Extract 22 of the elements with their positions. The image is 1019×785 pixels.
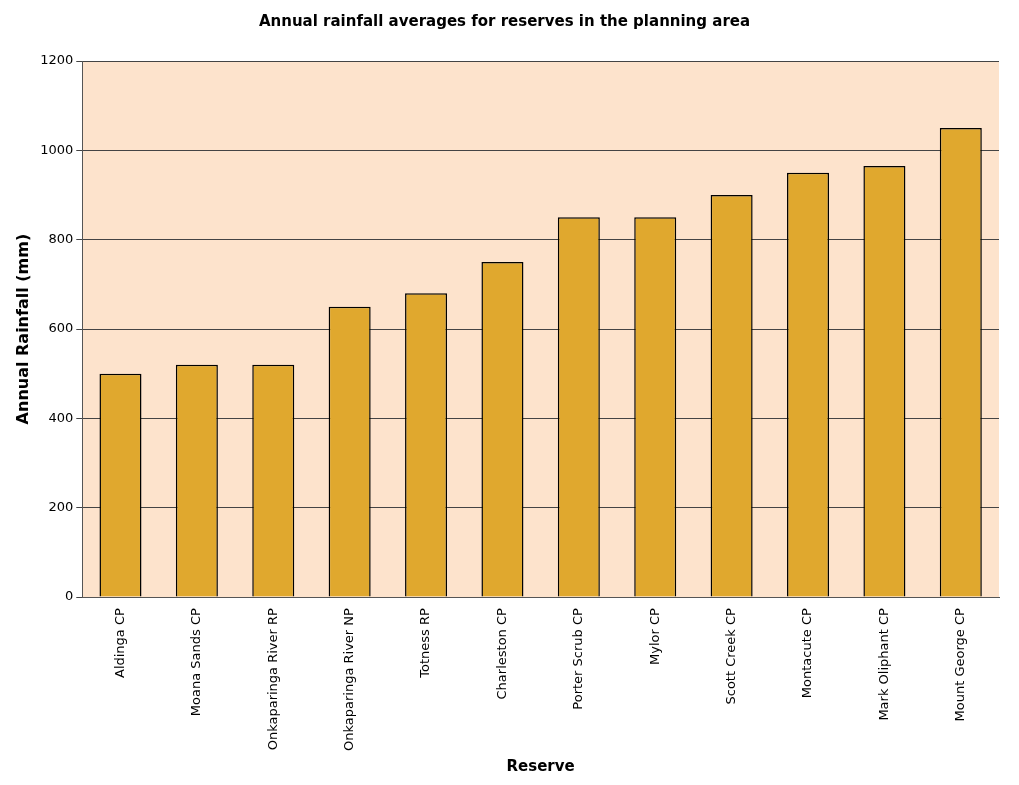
x-tick-label: Porter Scrub CP [570,607,586,710]
chart-title: Annual rainfall averages for reserves in the planning area [258,11,751,30]
x-tick-label: Mark Oliphant CP [875,607,891,721]
x-tick-label: Onkaparinga River NP [341,607,357,752]
y-tick-label: 800 [48,231,74,247]
x-tick-label: Mount George CP [952,607,968,722]
x-tick-label: Onkaparinga River RP [264,607,280,751]
x-axis-title: Reserve [506,756,575,775]
x-tick-label: Charleston CP [493,607,509,700]
y-tick-label: 400 [48,409,74,425]
y-tick-label: 1200 [40,52,74,68]
y-tick-label: 600 [48,320,74,336]
y-tick-label: 0 [65,588,74,604]
x-tick-label: Aldinga CP [111,607,127,678]
y-axis-title: Annual Rainfall (mm) [12,233,32,425]
y-tick-label: 200 [48,499,74,515]
x-tick-label: Mylor CP [646,607,662,665]
x-tick-label: Moana Sands CP [188,607,204,717]
x-tick-label: Montacute CP [799,607,815,699]
x-tick-label: Scott Creek CP [723,607,738,705]
x-tick-label: Totness RP [417,607,433,679]
y-tick-label: 1000 [40,141,74,157]
